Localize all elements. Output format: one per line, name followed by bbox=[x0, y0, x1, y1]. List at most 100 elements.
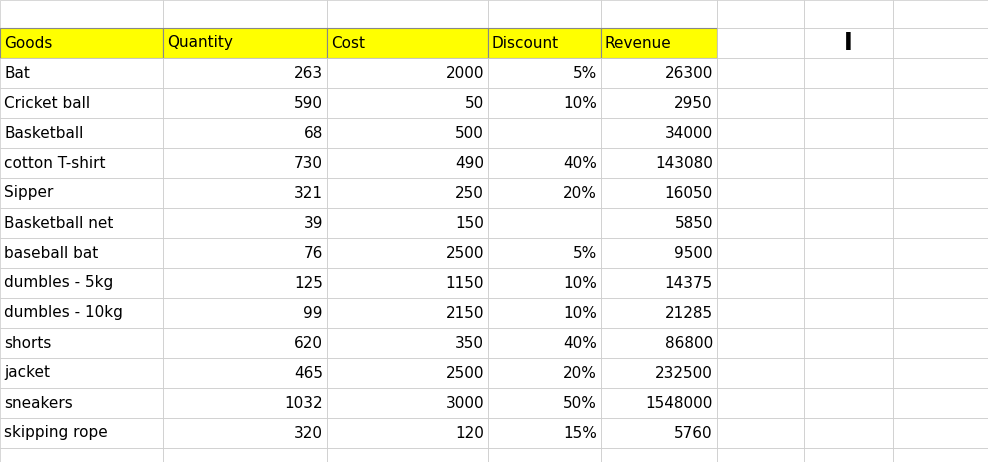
Bar bbox=[893, 178, 988, 208]
Bar bbox=[163, 178, 327, 208]
Bar bbox=[327, 328, 488, 358]
Text: 50%: 50% bbox=[563, 395, 597, 411]
Bar bbox=[327, 148, 488, 178]
Bar bbox=[327, 208, 488, 238]
Bar bbox=[163, 88, 327, 118]
Bar bbox=[0, 418, 163, 448]
Bar bbox=[601, 298, 717, 328]
Text: cotton T-shirt: cotton T-shirt bbox=[4, 156, 106, 170]
Bar bbox=[488, 388, 601, 418]
Bar bbox=[0, 448, 163, 462]
Bar bbox=[717, 118, 804, 148]
Text: 20%: 20% bbox=[563, 365, 597, 381]
Bar bbox=[163, 238, 327, 268]
Bar bbox=[0, 148, 163, 178]
Bar bbox=[893, 358, 988, 388]
Bar bbox=[804, 358, 893, 388]
Bar bbox=[0, 58, 163, 88]
Bar bbox=[601, 208, 717, 238]
Text: 2500: 2500 bbox=[446, 365, 484, 381]
Bar bbox=[717, 238, 804, 268]
Bar bbox=[488, 0, 601, 28]
Bar bbox=[717, 0, 804, 28]
Text: sneakers: sneakers bbox=[4, 395, 73, 411]
Bar bbox=[717, 418, 804, 448]
Bar bbox=[893, 88, 988, 118]
Bar bbox=[893, 268, 988, 298]
Text: 26300: 26300 bbox=[665, 66, 713, 80]
Bar bbox=[601, 58, 717, 88]
Bar bbox=[601, 28, 717, 58]
Bar bbox=[163, 0, 327, 28]
Text: Bat: Bat bbox=[4, 66, 30, 80]
Bar bbox=[804, 268, 893, 298]
Text: I: I bbox=[844, 31, 853, 55]
Text: 120: 120 bbox=[455, 426, 484, 440]
Bar bbox=[163, 358, 327, 388]
Text: 2150: 2150 bbox=[446, 305, 484, 321]
Text: 5%: 5% bbox=[573, 66, 597, 80]
Bar bbox=[488, 358, 601, 388]
Bar bbox=[327, 88, 488, 118]
Bar bbox=[804, 298, 893, 328]
Bar bbox=[163, 118, 327, 148]
Bar bbox=[0, 268, 163, 298]
Text: 125: 125 bbox=[294, 275, 323, 291]
Bar bbox=[804, 418, 893, 448]
Bar bbox=[717, 358, 804, 388]
Text: 2950: 2950 bbox=[675, 96, 713, 110]
Text: 21285: 21285 bbox=[665, 305, 713, 321]
Bar bbox=[804, 148, 893, 178]
Bar bbox=[327, 268, 488, 298]
Bar bbox=[601, 238, 717, 268]
Bar bbox=[0, 178, 163, 208]
Bar bbox=[717, 28, 804, 58]
Text: 143080: 143080 bbox=[655, 156, 713, 170]
Text: 15%: 15% bbox=[563, 426, 597, 440]
Bar bbox=[327, 58, 488, 88]
Bar bbox=[804, 388, 893, 418]
Text: skipping rope: skipping rope bbox=[4, 426, 108, 440]
Bar bbox=[327, 298, 488, 328]
Text: 1548000: 1548000 bbox=[645, 395, 713, 411]
Text: baseball bat: baseball bat bbox=[4, 245, 98, 261]
Bar bbox=[601, 118, 717, 148]
Text: 5850: 5850 bbox=[675, 215, 713, 231]
Text: dumbles - 5kg: dumbles - 5kg bbox=[4, 275, 114, 291]
Text: Basketball net: Basketball net bbox=[4, 215, 114, 231]
Text: 490: 490 bbox=[455, 156, 484, 170]
Bar bbox=[804, 88, 893, 118]
Text: 465: 465 bbox=[294, 365, 323, 381]
Text: 20%: 20% bbox=[563, 186, 597, 201]
Text: 250: 250 bbox=[455, 186, 484, 201]
Text: 68: 68 bbox=[303, 126, 323, 140]
Bar bbox=[327, 388, 488, 418]
Bar bbox=[601, 358, 717, 388]
Bar bbox=[893, 418, 988, 448]
Bar bbox=[488, 268, 601, 298]
Bar bbox=[163, 298, 327, 328]
Bar bbox=[717, 58, 804, 88]
Text: 10%: 10% bbox=[563, 275, 597, 291]
Text: dumbles - 10kg: dumbles - 10kg bbox=[4, 305, 123, 321]
Text: 150: 150 bbox=[455, 215, 484, 231]
Text: 34000: 34000 bbox=[665, 126, 713, 140]
Bar bbox=[488, 238, 601, 268]
Bar bbox=[601, 268, 717, 298]
Bar bbox=[893, 298, 988, 328]
Text: 9500: 9500 bbox=[675, 245, 713, 261]
Text: Cricket ball: Cricket ball bbox=[4, 96, 90, 110]
Bar bbox=[0, 298, 163, 328]
Text: jacket: jacket bbox=[4, 365, 50, 381]
Bar bbox=[601, 178, 717, 208]
Text: 5%: 5% bbox=[573, 245, 597, 261]
Bar bbox=[488, 448, 601, 462]
Bar bbox=[163, 448, 327, 462]
Bar bbox=[0, 88, 163, 118]
Text: 86800: 86800 bbox=[665, 335, 713, 351]
Bar bbox=[893, 328, 988, 358]
Text: 321: 321 bbox=[294, 186, 323, 201]
Text: 76: 76 bbox=[303, 245, 323, 261]
Text: Discount: Discount bbox=[492, 36, 559, 50]
Text: 1032: 1032 bbox=[285, 395, 323, 411]
